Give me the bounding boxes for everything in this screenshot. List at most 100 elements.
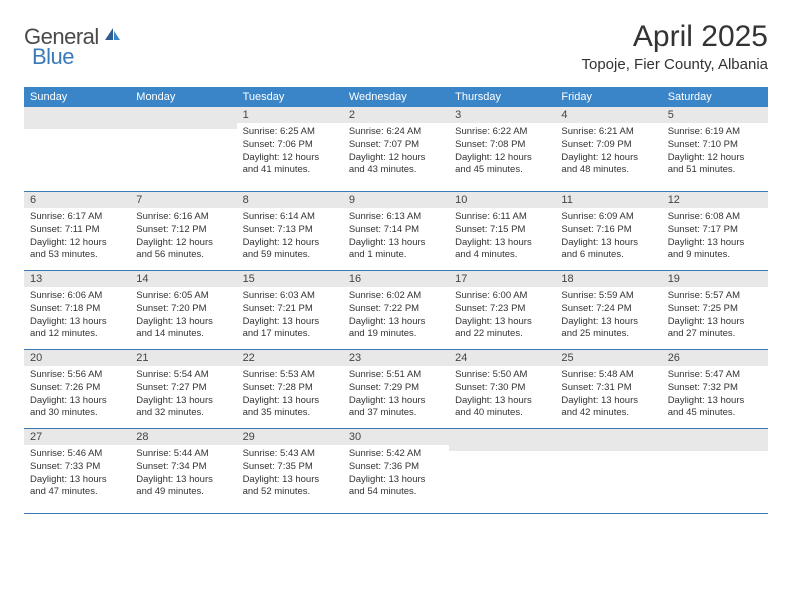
day-body: Sunrise: 6:22 AMSunset: 7:08 PMDaylight:… xyxy=(449,123,555,185)
day-cell: 22Sunrise: 5:53 AMSunset: 7:28 PMDayligh… xyxy=(237,350,343,429)
day-body: Sunrise: 6:11 AMSunset: 7:15 PMDaylight:… xyxy=(449,208,555,270)
day-body: Sunrise: 5:47 AMSunset: 7:32 PMDaylight:… xyxy=(662,366,768,428)
sunset-line: Sunset: 7:25 PM xyxy=(668,303,762,316)
day-cell: 28Sunrise: 5:44 AMSunset: 7:34 PMDayligh… xyxy=(130,429,236,514)
day-body: Sunrise: 5:57 AMSunset: 7:25 PMDaylight:… xyxy=(662,287,768,349)
daylight-line: Daylight: 13 hours and 6 minutes. xyxy=(561,237,655,263)
day-body: Sunrise: 5:53 AMSunset: 7:28 PMDaylight:… xyxy=(237,366,343,428)
day-cell: 19Sunrise: 5:57 AMSunset: 7:25 PMDayligh… xyxy=(662,271,768,350)
day-body: Sunrise: 6:03 AMSunset: 7:21 PMDaylight:… xyxy=(237,287,343,349)
day-number-bar-empty xyxy=(449,429,555,451)
week-row: 1Sunrise: 6:25 AMSunset: 7:06 PMDaylight… xyxy=(24,107,768,192)
daylight-line: Daylight: 12 hours and 43 minutes. xyxy=(349,152,443,178)
daylight-line: Daylight: 13 hours and 42 minutes. xyxy=(561,395,655,421)
sunrise-line: Sunrise: 6:00 AM xyxy=(455,290,549,303)
day-body: Sunrise: 5:51 AMSunset: 7:29 PMDaylight:… xyxy=(343,366,449,428)
day-body: Sunrise: 6:05 AMSunset: 7:20 PMDaylight:… xyxy=(130,287,236,349)
day-cell: 29 Sunrise: 5:43 AMSunset: 7:35 PMDayligh… xyxy=(237,429,343,514)
sunrise-line: Sunrise: 5:57 AM xyxy=(668,290,762,303)
sunset-line: Sunset: 7:21 PM xyxy=(243,303,337,316)
daylight-line: Daylight: 13 hours and 4 minutes. xyxy=(455,237,549,263)
day-number: 26 xyxy=(662,350,768,366)
day-cell: 30Sunrise: 5:42 AMSunset: 7:36 PMDayligh… xyxy=(343,429,449,514)
sunset-line: Sunset: 7:16 PM xyxy=(561,224,655,237)
logo-word-blue: Blue xyxy=(32,44,74,69)
sunrise-line: Sunrise: 5:47 AM xyxy=(668,369,762,382)
day-cell: 16Sunrise: 6:02 AMSunset: 7:22 PMDayligh… xyxy=(343,271,449,350)
day-number-bar-empty xyxy=(24,107,130,129)
day-body: Sunrise: 6:25 AMSunset: 7:06 PMDaylight:… xyxy=(237,123,343,185)
sunrise-line: Sunrise: 6:06 AM xyxy=(30,290,124,303)
day-body: Sunrise: 6:08 AMSunset: 7:17 PMDaylight:… xyxy=(662,208,768,270)
sunset-line: Sunset: 7:08 PM xyxy=(455,139,549,152)
day-cell: 18Sunrise: 5:59 AMSunset: 7:24 PMDayligh… xyxy=(555,271,661,350)
daylight-line: Daylight: 13 hours and 19 minutes. xyxy=(349,316,443,342)
day-number: 3 xyxy=(449,107,555,123)
day-number-bar-empty xyxy=(130,107,236,129)
day-number-bar-empty xyxy=(662,429,768,451)
day-number: 19 xyxy=(662,271,768,287)
day-body: Sunrise: 5:59 AMSunset: 7:24 PMDaylight:… xyxy=(555,287,661,349)
day-body: Sunrise: 6:02 AMSunset: 7:22 PMDaylight:… xyxy=(343,287,449,349)
day-cell: 25Sunrise: 5:48 AMSunset: 7:31 PMDayligh… xyxy=(555,350,661,429)
day-cell xyxy=(449,429,555,514)
daylight-line: Daylight: 12 hours and 59 minutes. xyxy=(243,237,337,263)
sunrise-line: Sunrise: 5:43 AM xyxy=(243,448,337,461)
day-body: Sunrise: 5:46 AMSunset: 7:33 PMDaylight:… xyxy=(24,445,130,507)
sunset-line: Sunset: 7:35 PM xyxy=(243,461,337,474)
day-cell xyxy=(662,429,768,514)
sunrise-line: Sunrise: 5:59 AM xyxy=(561,290,655,303)
day-number: 1 xyxy=(237,107,343,123)
sunset-line: Sunset: 7:14 PM xyxy=(349,224,443,237)
sunrise-line: Sunrise: 5:54 AM xyxy=(136,369,230,382)
day-body: Sunrise: 5:54 AMSunset: 7:27 PMDaylight:… xyxy=(130,366,236,428)
sunrise-line: Sunrise: 6:05 AM xyxy=(136,290,230,303)
daylight-line: Daylight: 13 hours and 12 minutes. xyxy=(30,316,124,342)
day-cell: 26Sunrise: 5:47 AMSunset: 7:32 PMDayligh… xyxy=(662,350,768,429)
day-header: Monday xyxy=(130,87,236,107)
daylight-line: Daylight: 13 hours and 1 minute. xyxy=(349,237,443,263)
day-cell: 8Sunrise: 6:14 AMSunset: 7:13 PMDaylight… xyxy=(237,192,343,271)
calendar-table: SundayMondayTuesdayWednesdayThursdayFrid… xyxy=(24,87,768,514)
day-body: Sunrise: 5:56 AMSunset: 7:26 PMDaylight:… xyxy=(24,366,130,428)
day-number: 14 xyxy=(130,271,236,287)
sunrise-line: Sunrise: 5:42 AM xyxy=(349,448,443,461)
daylight-line: Daylight: 12 hours and 56 minutes. xyxy=(136,237,230,263)
sunrise-line: Sunrise: 6:16 AM xyxy=(136,211,230,224)
daylight-line: Daylight: 13 hours and 47 minutes. xyxy=(30,474,124,500)
day-number: 29 xyxy=(237,429,343,445)
day-number-bar-empty xyxy=(555,429,661,451)
sunset-line: Sunset: 7:17 PM xyxy=(668,224,762,237)
daylight-line: Daylight: 13 hours and 9 minutes. xyxy=(668,237,762,263)
day-number: 23 xyxy=(343,350,449,366)
day-number: 25 xyxy=(555,350,661,366)
day-cell: 15Sunrise: 6:03 AMSunset: 7:21 PMDayligh… xyxy=(237,271,343,350)
day-cell: 6Sunrise: 6:17 AMSunset: 7:11 PMDaylight… xyxy=(24,192,130,271)
sunset-line: Sunset: 7:29 PM xyxy=(349,382,443,395)
day-number: 7 xyxy=(130,192,236,208)
day-body: Sunrise: 6:09 AMSunset: 7:16 PMDaylight:… xyxy=(555,208,661,270)
week-row: 20Sunrise: 5:56 AMSunset: 7:26 PMDayligh… xyxy=(24,350,768,429)
logo-sail-icon xyxy=(103,26,123,47)
location: Topoje, Fier County, Albania xyxy=(582,56,769,73)
sunrise-line: Sunrise: 5:46 AM xyxy=(30,448,124,461)
day-cell: 14Sunrise: 6:05 AMSunset: 7:20 PMDayligh… xyxy=(130,271,236,350)
sunset-line: Sunset: 7:24 PM xyxy=(561,303,655,316)
sunset-line: Sunset: 7:18 PM xyxy=(30,303,124,316)
sunset-line: Sunset: 7:33 PM xyxy=(30,461,124,474)
sunset-line: Sunset: 7:27 PM xyxy=(136,382,230,395)
sunset-line: Sunset: 7:12 PM xyxy=(136,224,230,237)
day-body-empty xyxy=(662,451,768,513)
day-cell: 5Sunrise: 6:19 AMSunset: 7:10 PMDaylight… xyxy=(662,107,768,192)
week-row: 13Sunrise: 6:06 AMSunset: 7:18 PMDayligh… xyxy=(24,271,768,350)
day-body: Sunrise: 6:16 AMSunset: 7:12 PMDaylight:… xyxy=(130,208,236,270)
day-number: 27 xyxy=(24,429,130,445)
day-header: Tuesday xyxy=(237,87,343,107)
day-cell: 12Sunrise: 6:08 AMSunset: 7:17 PMDayligh… xyxy=(662,192,768,271)
sunrise-line: Sunrise: 6:21 AM xyxy=(561,126,655,139)
day-number: 10 xyxy=(449,192,555,208)
daylight-line: Daylight: 12 hours and 41 minutes. xyxy=(243,152,337,178)
daylight-line: Daylight: 13 hours and 52 minutes. xyxy=(243,474,337,500)
sunset-line: Sunset: 7:10 PM xyxy=(668,139,762,152)
day-cell: 13Sunrise: 6:06 AMSunset: 7:18 PMDayligh… xyxy=(24,271,130,350)
